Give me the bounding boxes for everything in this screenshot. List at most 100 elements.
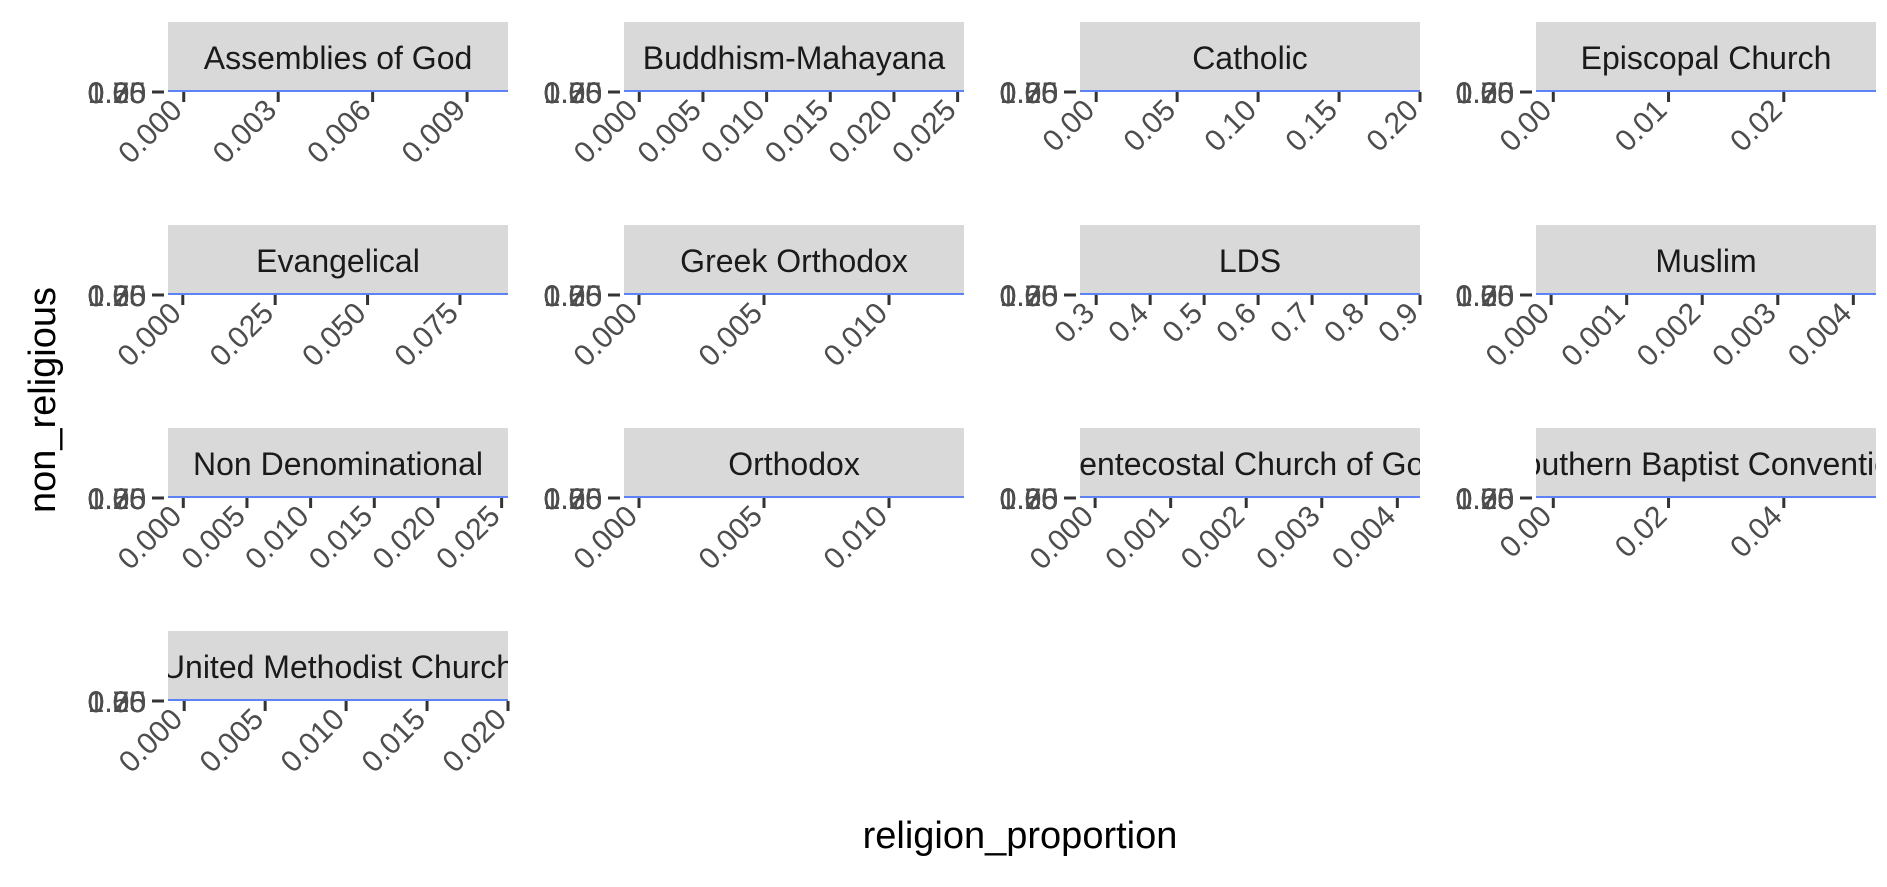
y-tick-label: 0.00 — [1456, 77, 1514, 110]
y-tick-label: 0.50 — [88, 686, 146, 719]
y-tick-label: 0.00 — [88, 77, 146, 110]
x-tick-label: 0.005 — [693, 500, 769, 576]
x-tick-label: 0.8 — [1318, 297, 1371, 350]
x-tick-label: 0.003 — [1706, 297, 1782, 373]
x-tick-label: 0.005 — [631, 94, 707, 170]
x-tick-label: 0.003 — [1250, 500, 1326, 576]
y-tick-label: 0.25 — [544, 280, 602, 313]
facets-layer: Assemblies of God0.000.250.500.751.000.0… — [88, 22, 1887, 779]
x-tick-label: 0.075 — [388, 297, 464, 373]
y-tick-label: 0.25 — [544, 77, 602, 110]
x-tick-label: 0.02 — [1724, 94, 1789, 159]
y-tick-label: 0.25 — [544, 483, 602, 516]
y-tick-label: 0.25 — [1456, 77, 1514, 110]
x-tick-label: 0.10 — [1198, 94, 1263, 159]
facet-strip — [624, 428, 964, 498]
y-tick-label: 0.75 — [1456, 77, 1514, 110]
y-tick-label: 0.50 — [1456, 280, 1514, 313]
y-tick-label: 0.25 — [1456, 483, 1514, 516]
facet-episcopal-church: Episcopal Church0.000.250.500.751.000.00… — [1456, 22, 1876, 158]
facet-strip — [624, 22, 964, 92]
x-tick-label: 0.050 — [296, 297, 372, 373]
y-tick-label: 0.75 — [88, 686, 146, 719]
x-tick-label: 0.20 — [1360, 94, 1425, 159]
y-tick-label: 0.75 — [88, 77, 146, 110]
facet-strip — [1080, 428, 1420, 498]
y-tick-label: 0.50 — [1000, 483, 1058, 516]
x-tick-label: 0.010 — [239, 500, 315, 576]
facet-non-denominational: Non Denominational 0.000.250.500.751.00 0.… — [88, 428, 508, 576]
x-tick-label: 0.010 — [818, 500, 894, 576]
facet-strip — [1536, 225, 1876, 295]
facet-strip-label: Buddhism-Mahayana — [643, 40, 946, 76]
x-tick-label: 0.005 — [194, 703, 270, 779]
x-tick-label: 0.025 — [886, 94, 962, 170]
facet-strip-label: Non Denominational — [193, 446, 483, 482]
facet-strip-label: Muslim — [1655, 243, 1756, 279]
facet-strip-label: Episcopal Church — [1581, 40, 1832, 76]
x-tick-label: 0.005 — [693, 297, 769, 373]
facet-strip — [168, 22, 508, 92]
y-tick-label: 0.00 — [544, 77, 602, 110]
y-tick-label: 0.00 — [1000, 77, 1058, 110]
facet-strip — [624, 225, 964, 295]
x-axis-title: religion_proportion — [863, 815, 1178, 857]
x-tick-label: 0.015 — [759, 94, 835, 170]
y-tick-label: 0.00 — [1000, 483, 1058, 516]
y-tick-label: 1.00 — [1000, 77, 1058, 110]
y-tick-label: 0.25 — [88, 77, 146, 110]
x-tick-label: 0.020 — [822, 94, 898, 170]
facet-strip — [168, 225, 508, 295]
x-tick-label: 0.15 — [1279, 94, 1344, 159]
y-tick-label: 0.50 — [1000, 280, 1058, 313]
y-tick-label: 1.00 — [544, 483, 602, 516]
y-tick-label: 0.00 — [544, 483, 602, 516]
facet-strip-label: Southern Baptist Convention — [1502, 446, 1887, 482]
facet-buddhism-mahayana: Buddhism-Mahayana 0.000.250.500.751.00 0.0… — [544, 22, 964, 170]
x-tick-label: 0.004 — [1326, 500, 1402, 576]
x-tick-label: 0.010 — [695, 94, 771, 170]
facet-strip-label: LDS — [1219, 243, 1281, 279]
y-tick-label: 0.50 — [544, 280, 602, 313]
facet-strip-label: Pentecostal Church of God — [1058, 446, 1442, 482]
x-tick-label: 0.004 — [1782, 297, 1858, 373]
y-tick-label: 0.00 — [1000, 280, 1058, 313]
y-tick-label: 0.00 — [88, 686, 146, 719]
y-tick-label: 0.50 — [544, 77, 602, 110]
x-tick-label: 0.009 — [396, 94, 472, 170]
facet-strip-label: Greek Orthodox — [680, 243, 908, 279]
facet-strip-label: Catholic — [1192, 40, 1308, 76]
facet-strip-label: Orthodox — [728, 446, 860, 482]
facet-assemblies-of-god: Assemblies of God 0.000.250.500.751.00 0.0… — [88, 22, 508, 170]
x-tick-label: 0.003 — [207, 94, 283, 170]
y-tick-label: 0.75 — [1000, 483, 1058, 516]
y-tick-label: 1.00 — [88, 686, 146, 719]
y-tick-label: 0.50 — [1456, 483, 1514, 516]
facet-united-methodist-church: United Methodist Church 0.000.250.500.751… — [88, 631, 513, 779]
facet-strip — [1536, 428, 1876, 498]
y-tick-label: 1.00 — [88, 77, 146, 110]
x-tick-label: 0.02 — [1609, 500, 1674, 565]
y-tick-label: 0.00 — [1456, 280, 1514, 313]
x-tick-label: 0.015 — [303, 500, 379, 576]
x-tick-label: 0.4 — [1102, 297, 1155, 350]
y-tick-label: 1.00 — [88, 280, 146, 313]
x-tick-label: 0.002 — [1175, 500, 1251, 576]
facet-strip — [168, 631, 508, 701]
y-tick-label: 0.25 — [88, 483, 146, 516]
x-tick-label: 0.9 — [1372, 297, 1425, 350]
y-tick-label: 0.75 — [544, 77, 602, 110]
x-tick-label: 0.015 — [356, 703, 432, 779]
y-tick-label: 0.75 — [1456, 280, 1514, 313]
y-tick-label: 0.25 — [1000, 280, 1058, 313]
y-tick-label: 0.75 — [544, 280, 602, 313]
y-tick-label: 1.00 — [1000, 483, 1058, 516]
y-tick-label: 1.00 — [1456, 280, 1514, 313]
y-tick-label: 1.00 — [88, 483, 146, 516]
